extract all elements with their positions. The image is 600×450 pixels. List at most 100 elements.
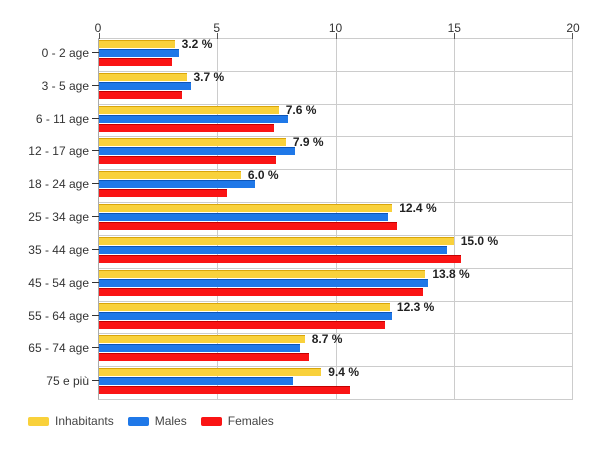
x-axis-tick-label: 5	[213, 21, 221, 35]
bar-males[interactable]	[99, 344, 301, 353]
bar-inhabitants[interactable]	[99, 40, 175, 48]
x-axis-tick-mark	[217, 33, 219, 39]
bar-females[interactable]	[99, 123, 274, 132]
bar-males[interactable]	[99, 311, 393, 320]
gridline-vertical	[453, 39, 455, 399]
bar-inhabitants[interactable]	[99, 138, 286, 147]
category-label: 75 e più	[46, 374, 89, 389]
bar-females[interactable]	[99, 320, 386, 329]
value-label: 13.8 %	[432, 266, 470, 281]
bar-females[interactable]	[99, 386, 350, 395]
bar-males[interactable]	[99, 114, 289, 123]
category-row: 12 - 17 age 7.9 %	[28, 135, 572, 171]
legend-label: Males	[154, 414, 187, 428]
bar-males[interactable]	[99, 245, 447, 254]
x-axis-tick-mark	[572, 33, 573, 39]
bar-inhabitants[interactable]	[99, 171, 241, 180]
category-label: 18 - 24 age	[28, 177, 89, 192]
bar-inhabitants[interactable]	[99, 302, 390, 311]
bar-females[interactable]	[99, 222, 397, 231]
bar-females[interactable]	[99, 353, 310, 362]
y-axis-tick-mark	[92, 314, 99, 316]
legend-item-males[interactable]: Males	[127, 414, 187, 428]
category-label: 3 - 5 age	[41, 78, 89, 93]
bar-males[interactable]	[99, 49, 180, 57]
value-label: 7.6 %	[285, 102, 317, 117]
category-label: 12 - 17 age	[28, 144, 89, 159]
y-axis-tick-mark	[92, 281, 99, 283]
bar-females[interactable]	[99, 287, 423, 296]
bar-inhabitants[interactable]	[99, 236, 454, 245]
x-axis-tick-mark	[453, 33, 455, 39]
legend: Inhabitants Males Females	[28, 413, 274, 429]
x-axis-tick-label: 15	[447, 21, 461, 35]
y-axis-tick-mark	[92, 183, 99, 185]
plot-area: 0 - 2 age 3.2 % 3 - 5 age 3.7 % 6 - 11 age 7.…	[28, 33, 573, 400]
bar-males[interactable]	[99, 81, 192, 90]
y-axis-tick-mark	[92, 380, 99, 382]
bar-males[interactable]	[99, 147, 296, 156]
bar-females[interactable]	[99, 254, 461, 263]
x-axis-tick-mark	[99, 33, 100, 39]
bar-females[interactable]	[99, 189, 227, 198]
bar-females[interactable]	[99, 156, 277, 165]
bar-males[interactable]	[99, 278, 428, 287]
legend-item-females[interactable]: Females	[200, 414, 274, 428]
value-label: 8.7 %	[311, 332, 343, 347]
category-row: 6 - 11 age 7.6 %	[36, 102, 572, 138]
category-label: 35 - 44 age	[28, 242, 89, 257]
value-label: 3.2 %	[181, 37, 213, 51]
legend-label: Inhabitants	[55, 414, 114, 428]
legend-swatch	[28, 416, 49, 426]
category-label: 65 - 74 age	[28, 341, 89, 356]
y-axis-tick-mark	[92, 216, 99, 218]
bar-females[interactable]	[99, 58, 173, 66]
legend-swatch	[200, 416, 222, 426]
bar-inhabitants[interactable]	[99, 204, 393, 213]
bar-inhabitants[interactable]	[99, 335, 305, 344]
y-axis-tick-mark	[92, 117, 99, 119]
bar-inhabitants[interactable]	[99, 105, 279, 114]
category-row: 65 - 74 age 8.7 %	[28, 332, 572, 368]
value-label: 15.0 %	[460, 233, 499, 248]
bar-males[interactable]	[99, 180, 256, 189]
x-axis: 0 5 10 15 20	[94, 21, 580, 35]
category-row: 18 - 24 age 6.0 %	[28, 168, 572, 204]
bar-inhabitants[interactable]	[99, 72, 187, 81]
bar-inhabitants[interactable]	[99, 269, 426, 278]
category-row: 0 - 2 age 3.2 %	[42, 37, 572, 72]
category-label: 55 - 64 age	[28, 308, 89, 323]
x-axis-tick-label: 20	[566, 21, 580, 35]
value-label: 9.4 %	[328, 365, 359, 380]
category-row: 3 - 5 age 3.7 %	[42, 70, 572, 105]
category-row: 45 - 54 age 13.8 %	[28, 266, 572, 302]
category-row: 75 e più 9.4 %	[46, 365, 572, 399]
category-label: 0 - 2 age	[41, 46, 89, 60]
y-axis-tick-mark	[92, 84, 99, 86]
bar-males[interactable]	[99, 377, 293, 386]
bar-males[interactable]	[99, 213, 388, 222]
value-label: 12.3 %	[396, 299, 435, 314]
legend-item-inhabitants[interactable]: Inhabitants	[28, 414, 114, 428]
y-axis-tick-mark	[92, 52, 99, 53]
bar-females[interactable]	[99, 90, 182, 99]
value-label: 6.0 %	[247, 168, 279, 183]
category-row: 25 - 34 age 12.4 %	[28, 201, 572, 236]
y-axis-tick-mark	[92, 150, 99, 152]
x-axis-tick-mark	[335, 33, 337, 39]
value-label: 7.9 %	[292, 135, 324, 150]
bar-inhabitants[interactable]	[99, 368, 322, 377]
category-label: 45 - 54 age	[28, 275, 89, 290]
y-axis-tick-mark	[92, 347, 99, 349]
y-axis-tick-mark	[92, 248, 99, 250]
category-row: 55 - 64 age 12.3 %	[28, 299, 572, 335]
value-label: 12.4 %	[399, 201, 437, 216]
x-axis-tick-label: 0	[94, 21, 102, 35]
category-label: 6 - 11 age	[35, 111, 89, 126]
legend-label: Females	[227, 414, 274, 428]
x-axis-tick-label: 10	[328, 21, 343, 35]
category-label: 25 - 34 age	[28, 210, 89, 225]
category-row: 35 - 44 age 15.0 %	[28, 233, 572, 269]
legend-swatch	[127, 416, 149, 426]
